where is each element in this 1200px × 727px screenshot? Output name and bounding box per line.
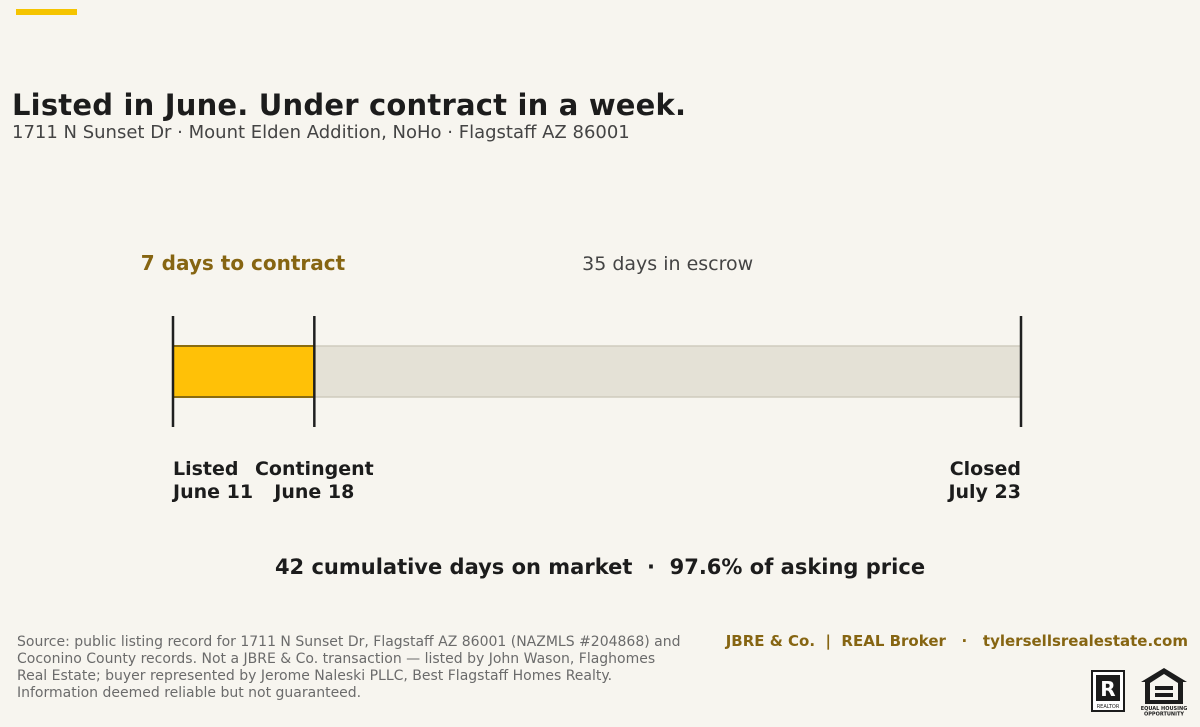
escrow-segment-label: 35 days in escrow bbox=[582, 253, 753, 275]
contract-segment-label: 7 days to contract bbox=[141, 251, 346, 275]
equal-housing-logo-icon: EQUAL HOUSING OPPORTUNITY bbox=[1141, 668, 1188, 717]
svg-text:EQUAL HOUSING: EQUAL HOUSING bbox=[1141, 706, 1188, 712]
milestone-date-contingent: June 18 bbox=[272, 481, 354, 503]
page-subtitle: 1711 N Sunset Dr · Mount Elden Addition,… bbox=[12, 122, 630, 143]
brand-line: JBRE & Co. | REAL Broker · tylersellsrea… bbox=[725, 632, 1188, 650]
escrow-segment-bar bbox=[313, 345, 1022, 398]
milestone-label-closed: Closed bbox=[950, 458, 1021, 480]
milestone-label-contingent: Contingent bbox=[255, 458, 374, 480]
accent-bar bbox=[16, 9, 77, 15]
realtor-logo-icon: R REALTOR bbox=[1091, 670, 1125, 712]
timeline-chart: 7 days to contract 35 days in escrow Liste… bbox=[141, 251, 1023, 503]
svg-text:REALTOR: REALTOR bbox=[1097, 704, 1120, 710]
svg-text:R: R bbox=[1100, 677, 1115, 701]
summary-stats: 42 cumulative days on market · 97.6% of … bbox=[274, 555, 926, 579]
milestone-date-listed: June 11 bbox=[171, 481, 253, 503]
contract-segment-bar bbox=[172, 345, 316, 398]
milestone-date-closed: July 23 bbox=[946, 481, 1021, 503]
milestone-label-listed: Listed bbox=[173, 458, 239, 480]
source-note: Source: public listing record for 1711 N… bbox=[17, 634, 681, 701]
svg-text:OPPORTUNITY: OPPORTUNITY bbox=[1144, 712, 1184, 717]
page-title: Listed in June. Under contract in a week… bbox=[12, 88, 687, 122]
